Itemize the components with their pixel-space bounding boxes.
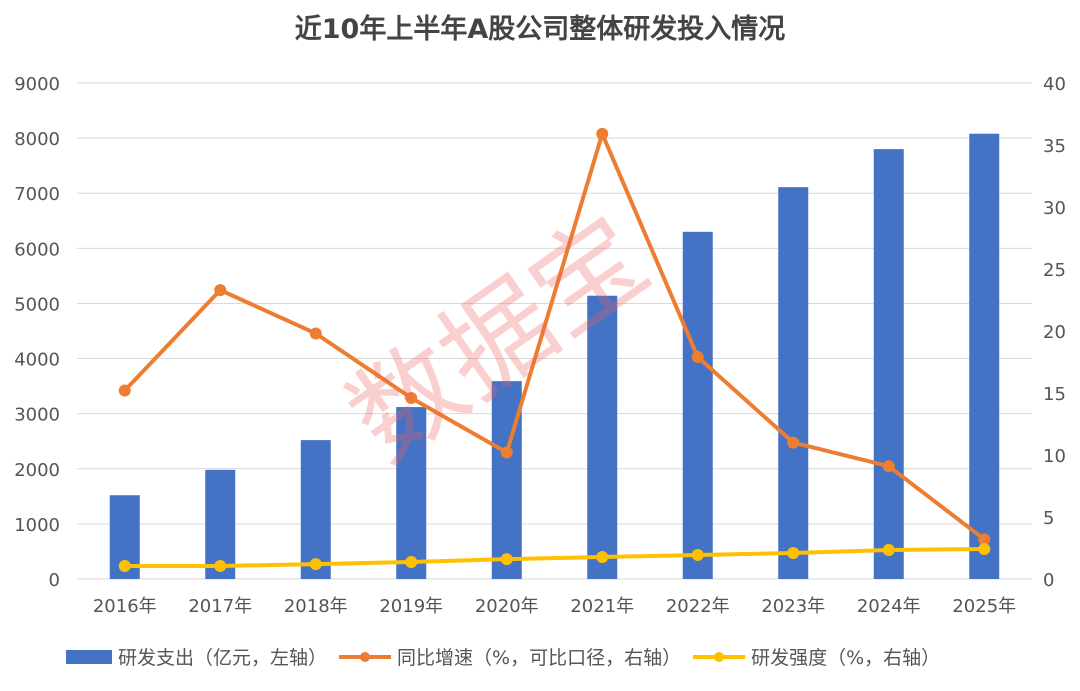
data-point: [596, 127, 609, 140]
x-tick-label: 2024年: [857, 596, 921, 617]
line-series: [118, 127, 991, 572]
bar: [300, 440, 331, 579]
right-tick-label: 20: [1043, 322, 1066, 343]
left-tick-label: 5000: [14, 294, 60, 315]
data-point: [691, 548, 704, 561]
x-tick-label: 2025年: [952, 596, 1016, 617]
data-point: [214, 559, 227, 572]
legend-marker: [714, 652, 725, 662]
x-tick-label: 2022年: [666, 596, 730, 617]
chart-title: 近10年上半年A股公司整体研发投入情况: [295, 13, 785, 45]
x-tick-label: 2021年: [570, 596, 634, 617]
data-point: [787, 546, 800, 559]
data-point: [882, 460, 895, 473]
right-tick-label: 25: [1043, 260, 1066, 281]
x-tick-label: 2019年: [379, 596, 443, 617]
data-point: [500, 553, 513, 566]
left-tick-label: 4000: [14, 350, 60, 371]
data-point: [882, 543, 895, 556]
bar-series: [109, 133, 1000, 580]
gridlines: [77, 82, 1032, 580]
bar: [969, 133, 1000, 580]
data-point: [787, 436, 800, 449]
axis-ticks: 0 1000 2000 3000 4000 5000 6000 7000 8000 9000 0 5 1…: [14, 74, 1066, 617]
bar: [873, 149, 904, 579]
data-point: [309, 327, 322, 340]
x-tick-label: 2023年: [761, 596, 825, 617]
legend-label: 同比增速（%，可比口径，右轴）: [397, 647, 681, 669]
data-point: [978, 533, 991, 546]
bar: [778, 187, 809, 579]
x-tick-label: 2020年: [475, 596, 539, 617]
left-tick-label: 2000: [14, 460, 60, 481]
legend-label: 研发支出（亿元，左轴）: [118, 647, 327, 669]
x-tick-label: 2018年: [284, 596, 348, 617]
right-tick-label: 40: [1043, 74, 1066, 95]
left-tick-label: 1000: [14, 515, 60, 536]
data-point: [118, 384, 131, 397]
legend-marker: [360, 652, 371, 662]
left-tick-label: 9000: [14, 74, 60, 95]
bar: [682, 231, 713, 580]
data-point: [978, 542, 991, 555]
data-point: [691, 351, 704, 364]
left-tick-label: 7000: [14, 184, 60, 205]
x-tick-label: 2017年: [188, 596, 252, 617]
data-point: [500, 446, 513, 459]
right-tick-label: 0: [1043, 570, 1054, 591]
left-tick-label: 6000: [14, 239, 60, 260]
bar: [587, 295, 618, 579]
x-tick-label: 2016年: [93, 596, 157, 617]
series-line: [124, 546, 985, 568]
left-tick-label: 3000: [14, 405, 60, 426]
right-tick-label: 35: [1043, 136, 1066, 157]
left-tick-label: 0: [49, 570, 60, 591]
data-point: [596, 551, 609, 564]
right-tick-label: 15: [1043, 384, 1066, 405]
series-line: [123, 131, 986, 541]
legend-swatch: [66, 650, 112, 664]
right-tick-label: 5: [1043, 508, 1054, 529]
right-tick-label: 30: [1043, 198, 1066, 219]
data-point: [405, 556, 418, 569]
data-point: [309, 558, 322, 571]
right-tick-label: 10: [1043, 446, 1066, 467]
data-point: [118, 559, 131, 572]
data-point: [405, 391, 418, 404]
legend: 研发支出（亿元，左轴） 同比增速（%，可比口径，右轴） 研发强度（%，右轴）: [66, 647, 940, 669]
data-point: [214, 284, 227, 297]
legend-label: 研发强度（%，右轴）: [751, 647, 940, 669]
bar: [396, 407, 427, 579]
left-tick-label: 8000: [14, 129, 60, 150]
